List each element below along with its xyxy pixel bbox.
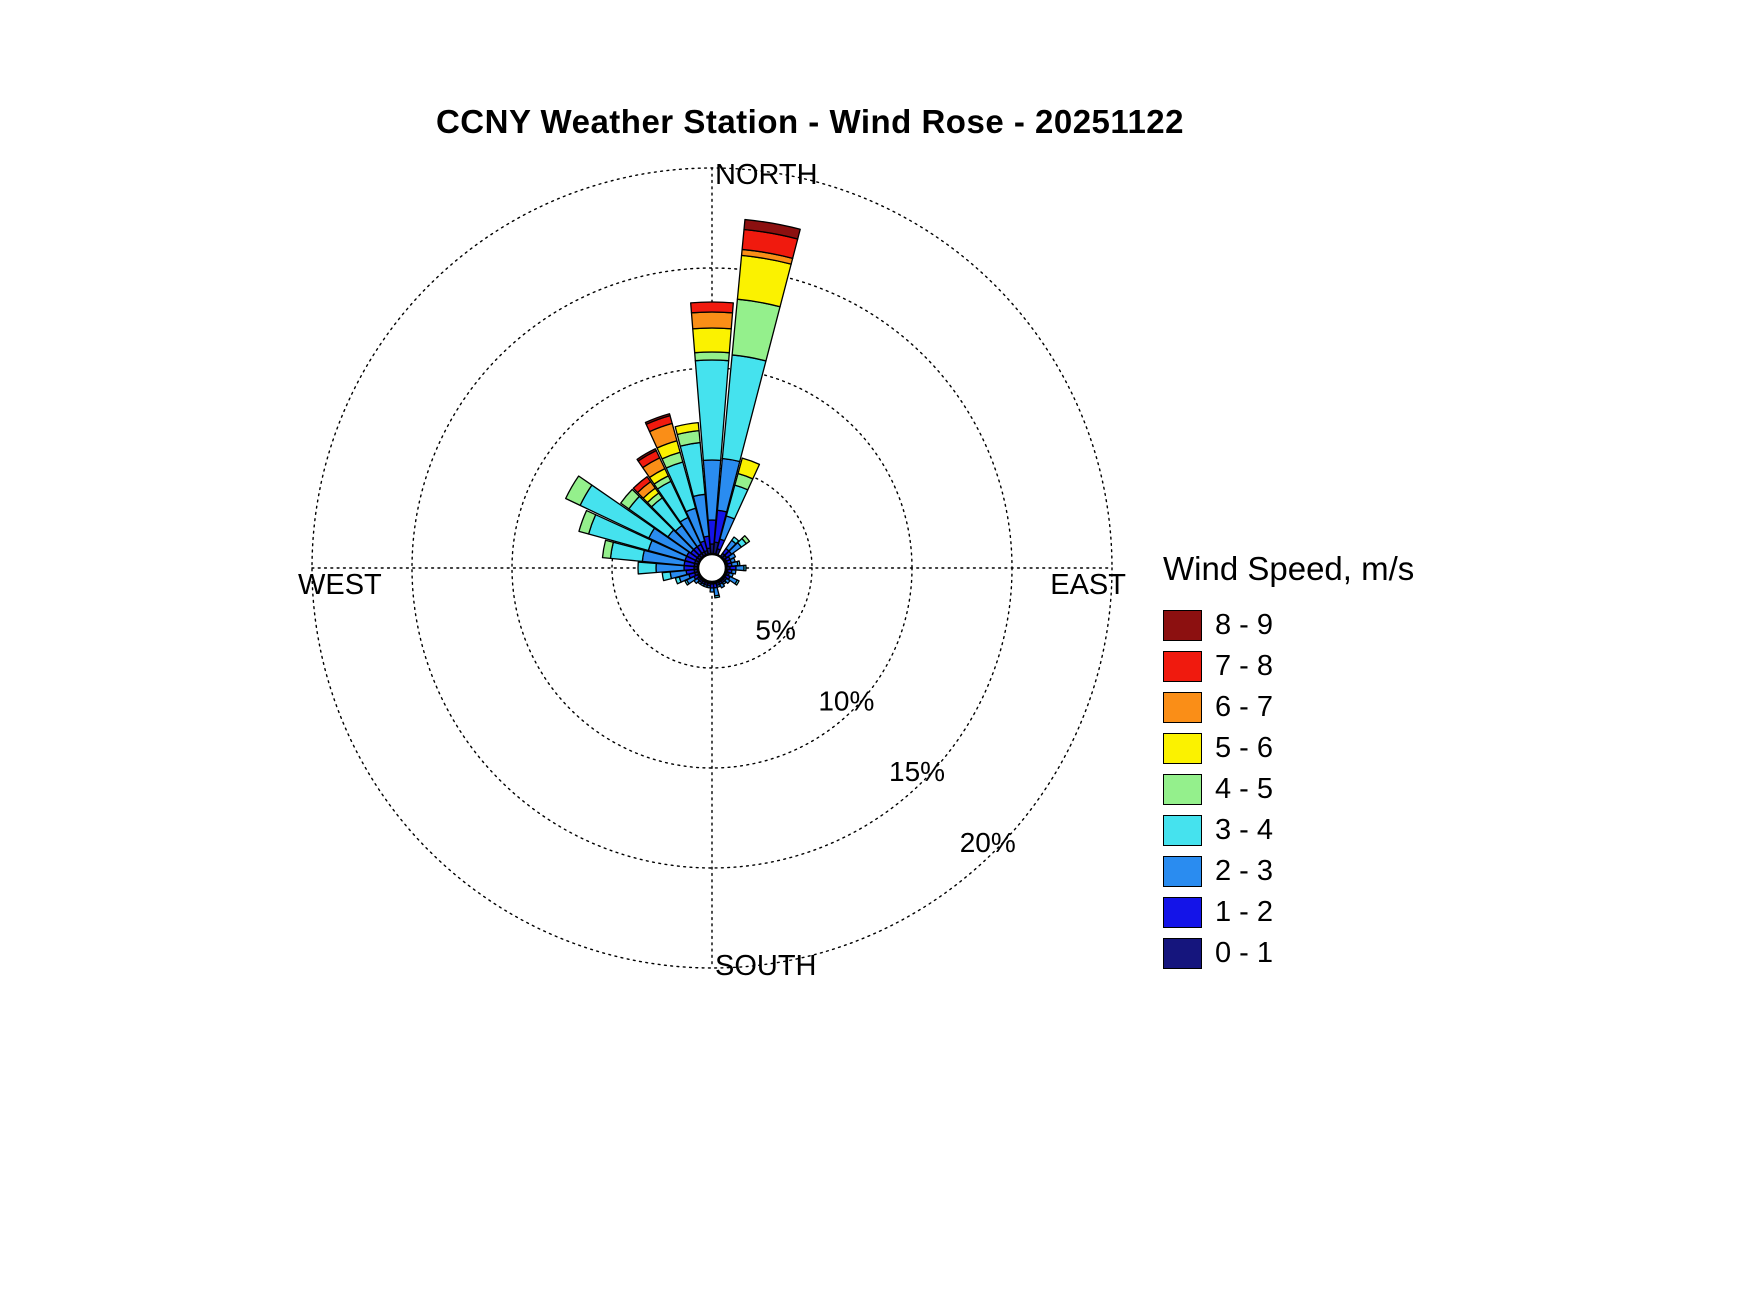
petal-300deg-bin-4-5 bbox=[565, 475, 593, 507]
petal-290deg-bin-4-5 bbox=[578, 509, 597, 535]
petal-120deg-bin-3-4 bbox=[734, 579, 740, 586]
legend-label: 7 - 8 bbox=[1215, 650, 1274, 682]
petal-340deg-bin-8-9 bbox=[644, 413, 671, 425]
petal-310deg-bin-4-5 bbox=[620, 488, 641, 510]
ring-label-5pct: 5% bbox=[755, 615, 795, 646]
petal-80deg-bin-3-4 bbox=[736, 560, 741, 567]
legend-label: 1 - 2 bbox=[1215, 896, 1274, 928]
legend-item: 7 - 8 bbox=[1163, 646, 1414, 687]
ring-label-15pct: 15% bbox=[889, 756, 945, 787]
legend-label: 3 - 4 bbox=[1215, 814, 1274, 846]
legend-item: 3 - 4 bbox=[1163, 810, 1414, 851]
petal-350deg-bin-5-6 bbox=[674, 422, 700, 436]
petal-20deg-bin-5-6 bbox=[737, 457, 761, 480]
petal-130deg-bin-2-3 bbox=[724, 577, 731, 585]
petal-90deg-bin-3-4 bbox=[743, 564, 747, 572]
legend-label: 2 - 3 bbox=[1215, 855, 1274, 887]
legend-swatch bbox=[1163, 692, 1202, 723]
ring-label-10pct: 10% bbox=[818, 685, 874, 716]
legend-swatch bbox=[1163, 610, 1202, 641]
petal-0deg-bin-5-6 bbox=[692, 327, 732, 354]
legend-item: 5 - 6 bbox=[1163, 728, 1414, 769]
compass-label-east: EAST bbox=[1050, 569, 1126, 601]
compass-label-west: WEST bbox=[298, 569, 382, 601]
legend-swatch bbox=[1163, 733, 1202, 764]
legend-item: 8 - 9 bbox=[1163, 605, 1414, 646]
center-hole bbox=[696, 552, 728, 584]
legend-swatch bbox=[1163, 774, 1202, 805]
legend-label: 4 - 5 bbox=[1215, 773, 1274, 805]
petal-330deg-bin-8-9 bbox=[636, 448, 657, 462]
legend-label: 8 - 9 bbox=[1215, 609, 1274, 641]
petal-10deg-bin-4-5 bbox=[731, 298, 781, 362]
legend-item: 2 - 3 bbox=[1163, 851, 1414, 892]
petal-180deg-bin-2-3 bbox=[709, 587, 715, 593]
petal-280deg-bin-4-5 bbox=[601, 539, 614, 560]
petal-150deg-bin-2-3 bbox=[719, 582, 726, 589]
legend-item: 4 - 5 bbox=[1163, 769, 1414, 810]
petal-10deg-bin-3-4 bbox=[721, 354, 767, 463]
legend-label: 5 - 6 bbox=[1215, 732, 1274, 764]
petal-0deg-bin-7-8 bbox=[690, 301, 734, 314]
legend-item: 0 - 1 bbox=[1163, 933, 1414, 974]
petal-50deg-bin-4-5 bbox=[741, 535, 751, 545]
petal-170deg-bin-3-4 bbox=[713, 594, 721, 599]
petal-0deg-bin-6-7 bbox=[690, 311, 734, 330]
ring-label-20pct: 20% bbox=[960, 827, 1016, 858]
legend: Wind Speed, m/s 8 - 9 7 - 8 6 - 7 5 - 6 4 - … bbox=[1163, 550, 1414, 974]
legend-swatch bbox=[1163, 856, 1202, 887]
legend-label: 6 - 7 bbox=[1215, 691, 1274, 723]
petal-260deg-bin-3-4 bbox=[661, 571, 673, 582]
legend-item: 6 - 7 bbox=[1163, 687, 1414, 728]
legend-swatch bbox=[1163, 897, 1202, 928]
legend-swatch bbox=[1163, 651, 1202, 682]
legend-swatch bbox=[1163, 938, 1202, 969]
legend-swatch bbox=[1163, 815, 1202, 846]
petal-90deg-bin-2-3 bbox=[735, 564, 745, 572]
legend-label: 0 - 1 bbox=[1215, 937, 1274, 969]
legend-items: 8 - 9 7 - 8 6 - 7 5 - 6 4 - 5 3 - 4 2 - 3 1 - 2… bbox=[1163, 605, 1414, 974]
petal-320deg-bin-7-8 bbox=[632, 476, 652, 494]
petal-10deg-bin-8-9 bbox=[743, 218, 801, 240]
legend-item: 1 - 2 bbox=[1163, 892, 1414, 933]
page-title: CCNY Weather Station - Wind Rose - 20251… bbox=[435, 103, 1185, 140]
compass-label-north: NORTH bbox=[715, 159, 818, 191]
compass-label-south: SOUTH bbox=[715, 950, 817, 982]
petal-170deg-bin-2-3 bbox=[713, 586, 720, 597]
petal-60deg-bin-2-3 bbox=[727, 552, 737, 561]
petal-270deg-bin-3-4 bbox=[637, 561, 657, 575]
petal-0deg-bin-4-5 bbox=[694, 351, 730, 362]
petal-10deg-bin-5-6 bbox=[736, 254, 792, 308]
legend-title: Wind Speed, m/s bbox=[1163, 550, 1415, 587]
